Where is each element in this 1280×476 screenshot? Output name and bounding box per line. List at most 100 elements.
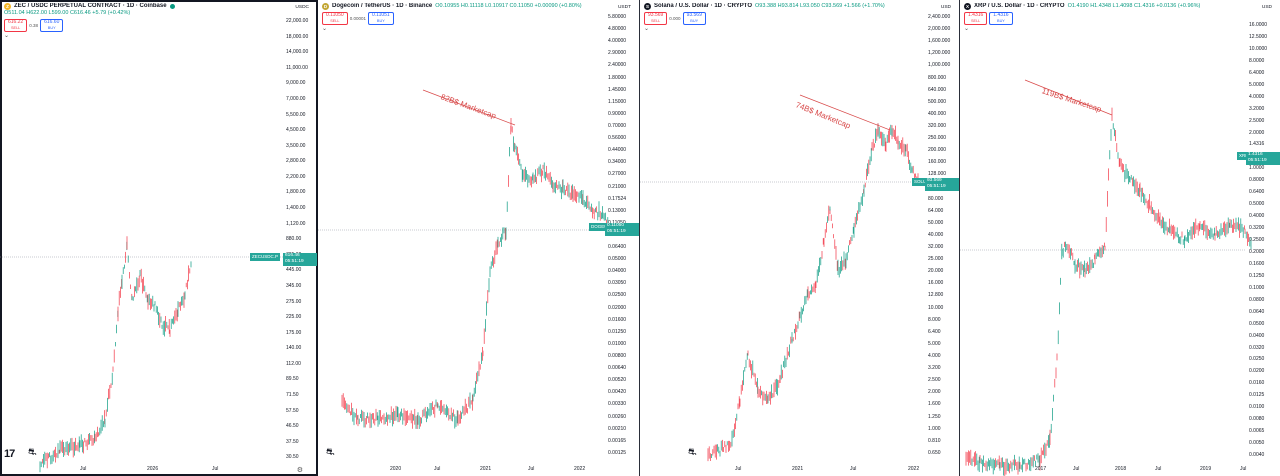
price-tick-label: 175.00	[286, 329, 302, 336]
price-tick-label: 2.0000	[1249, 129, 1265, 136]
price-tick-label: 40.000	[928, 231, 944, 238]
time-tick-label: Jul	[1073, 466, 1080, 472]
price-tick-label: 140.00	[286, 345, 302, 352]
symbol-title[interactable]: Dogecoin / TetherUS · 1D · Binance	[332, 3, 433, 9]
price-chart-doge[interactable]	[318, 0, 640, 476]
price-tick-label: 0.17524	[608, 195, 627, 202]
price-tick-label: 1.600	[928, 401, 941, 408]
price-tick-label: 1.250	[928, 413, 941, 420]
price-scale-zec[interactable]: USDC 22,000.00 18,000.00 14,000.00 11,000.0…	[283, 0, 317, 462]
sell-button[interactable]: 0.11050 SELL	[322, 12, 348, 25]
replay-icon[interactable]: ⛐	[28, 447, 37, 458]
buy-button[interactable]: 93.569 BUY	[682, 12, 706, 25]
price-scale-doge[interactable]: USDT 5.80000 4.80000 4.00000 2.90000 2.40000…	[605, 0, 639, 462]
time-tick-label: 2026	[147, 466, 159, 472]
price-tick-label: 0.2500	[1249, 237, 1265, 244]
price-tick-label: 64.000	[928, 207, 944, 214]
collapse-legend-icon[interactable]: ⌄	[322, 26, 328, 32]
time-axis-zec[interactable]: ⚙ Jul 2026 Jul	[0, 462, 317, 476]
price-tick-label: 0.6400	[1249, 189, 1265, 196]
price-tick-label: 1,600.000	[928, 38, 951, 45]
price-tick-label: 0.4000	[1249, 213, 1265, 220]
price-tick-label: 0.04000	[608, 268, 627, 275]
price-tick-label: 0.5000	[1249, 201, 1265, 208]
price-tick-label: 10.000	[928, 304, 944, 311]
replay-icon[interactable]: ⛐	[688, 447, 697, 458]
price-tick-label: 320.000	[928, 122, 947, 129]
time-tick-label: Jul	[80, 466, 87, 472]
price-tick-label: 0.56000	[608, 135, 627, 142]
price-tick-label: 0.0800	[1249, 296, 1265, 303]
time-axis-sol[interactable]: Jul 2021 Jul 2022	[640, 462, 959, 476]
time-axis-xrp[interactable]: 2017 Jul 2018 Jul 2019 Jul	[960, 462, 1280, 476]
price-tick-label: 1.4316	[1249, 141, 1265, 148]
current-price-label: 1.4316 05:51:19	[1246, 152, 1280, 165]
tradingview-logo-icon[interactable]: 17	[4, 448, 15, 460]
price-tick-label: 25.000	[928, 256, 944, 263]
price-tick-label: 5.0000	[1249, 81, 1265, 88]
price-scale-sol[interactable]: USD 2,400.000 2,000.000 1,600.000 1,200.000…	[925, 0, 959, 462]
price-tick-label: 80.000	[928, 195, 944, 202]
price-tick-label: 0.3200	[1249, 225, 1265, 232]
price-tick-label: 2,400.000	[928, 14, 951, 20]
price-tick-label: 0.0125	[1249, 392, 1265, 399]
symbol-title[interactable]: ZEC / USDC PERPETUAL CONTRACT · 1D · Coi…	[14, 3, 167, 9]
symbol-title[interactable]: XRP / U.S. Dollar · 1D · CRYPTO	[974, 3, 1065, 9]
currency-unit[interactable]: USD	[940, 5, 951, 10]
sell-button[interactable]: 1.4316 SELL	[964, 12, 988, 25]
chart-pane-xrp[interactable]: X XRP / U.S. Dollar · 1D · CRYPTO O1.419…	[960, 0, 1280, 476]
price-tick-label: 89.50	[286, 376, 299, 383]
chart-legend-doge: D Dogecoin / TetherUS · 1D · Binance O0.…	[322, 3, 605, 33]
price-chart-zec[interactable]	[0, 0, 318, 476]
price-tick-label: 5,500.00	[286, 111, 306, 118]
price-tick-label: 345.00	[286, 282, 302, 289]
price-tick-label: 0.0200	[1249, 368, 1265, 375]
price-tick-label: 880.00	[286, 236, 302, 243]
collapse-legend-icon[interactable]: ⌄	[4, 33, 10, 39]
collapse-legend-icon[interactable]: ⌄	[964, 26, 970, 32]
price-tick-label: 250.000	[928, 135, 947, 142]
time-tick-label: 2022	[574, 466, 586, 472]
time-axis-doge[interactable]: 2020 Jul 2021 Jul 2022	[318, 462, 639, 476]
buy-button[interactable]: 1.4316 BUY	[989, 12, 1013, 25]
price-tick-label: 0.01000	[608, 340, 627, 347]
price-tick-label: 4.0000	[1249, 93, 1265, 100]
price-tick-label: 4.00000	[608, 38, 627, 45]
settings-icon[interactable]: ⚙	[296, 467, 303, 474]
price-tick-label: 0.03050	[608, 280, 627, 287]
chart-pane-zec[interactable]: Z ZEC / USDC PERPETUAL CONTRACT · 1D · C…	[0, 0, 318, 476]
price-tick-label: 0.0320	[1249, 344, 1265, 351]
price-tick-label: 3.200	[928, 365, 941, 372]
price-tick-label: 1,400.00	[286, 205, 306, 212]
price-tick-label: 2,800.00	[286, 158, 306, 165]
buy-button[interactable]: 0.11051 BUY	[367, 12, 394, 25]
price-tick-label: 0.21000	[608, 183, 627, 190]
currency-unit[interactable]: USDT	[617, 5, 631, 10]
price-tick-label: 0.1250	[1249, 272, 1265, 279]
chart-pane-doge[interactable]: D Dogecoin / TetherUS · 1D · Binance O0.…	[318, 0, 640, 476]
price-chart-xrp[interactable]	[960, 0, 1280, 476]
dogecoin-logo-icon: D	[322, 3, 329, 10]
price-tick-label: 4,500.00	[286, 127, 306, 134]
price-tick-label: 275.00	[286, 298, 302, 305]
price-tick-label: 71.50	[286, 392, 299, 399]
price-tick-label: 0.1600	[1249, 260, 1265, 267]
live-dot-icon	[169, 4, 175, 9]
price-tick-label: 800.000	[928, 74, 947, 81]
currency-unit[interactable]: USDC	[295, 5, 309, 10]
price-scale-xrp[interactable]: USD 16.0000 12.5000 10.0000 8.0000 6.4000 5.0…	[1246, 0, 1280, 462]
price-tick-label: 46.50	[286, 423, 299, 430]
price-chart-sol[interactable]	[640, 0, 960, 476]
chart-pane-sol[interactable]: S Solana / U.S. Dollar · 1D · CRYPTO O93…	[640, 0, 960, 476]
sell-button[interactable]: 93.569 SELL	[644, 12, 668, 25]
price-tick-label: 2.40000	[608, 62, 627, 69]
price-tick-label: 30.50	[286, 454, 299, 461]
replay-icon[interactable]: ⛐	[326, 447, 335, 458]
buy-button[interactable]: 616.60 BUY	[40, 19, 64, 32]
price-tick-label: 400.000	[928, 110, 947, 117]
currency-unit[interactable]: USD	[1261, 5, 1272, 10]
collapse-legend-icon[interactable]: ⌄	[644, 26, 650, 32]
price-tick-label: 0.02500	[608, 292, 627, 299]
symbol-title[interactable]: Solana / U.S. Dollar · 1D · CRYPTO	[654, 3, 753, 9]
sell-button[interactable]: 616.22 SELL	[4, 19, 28, 32]
